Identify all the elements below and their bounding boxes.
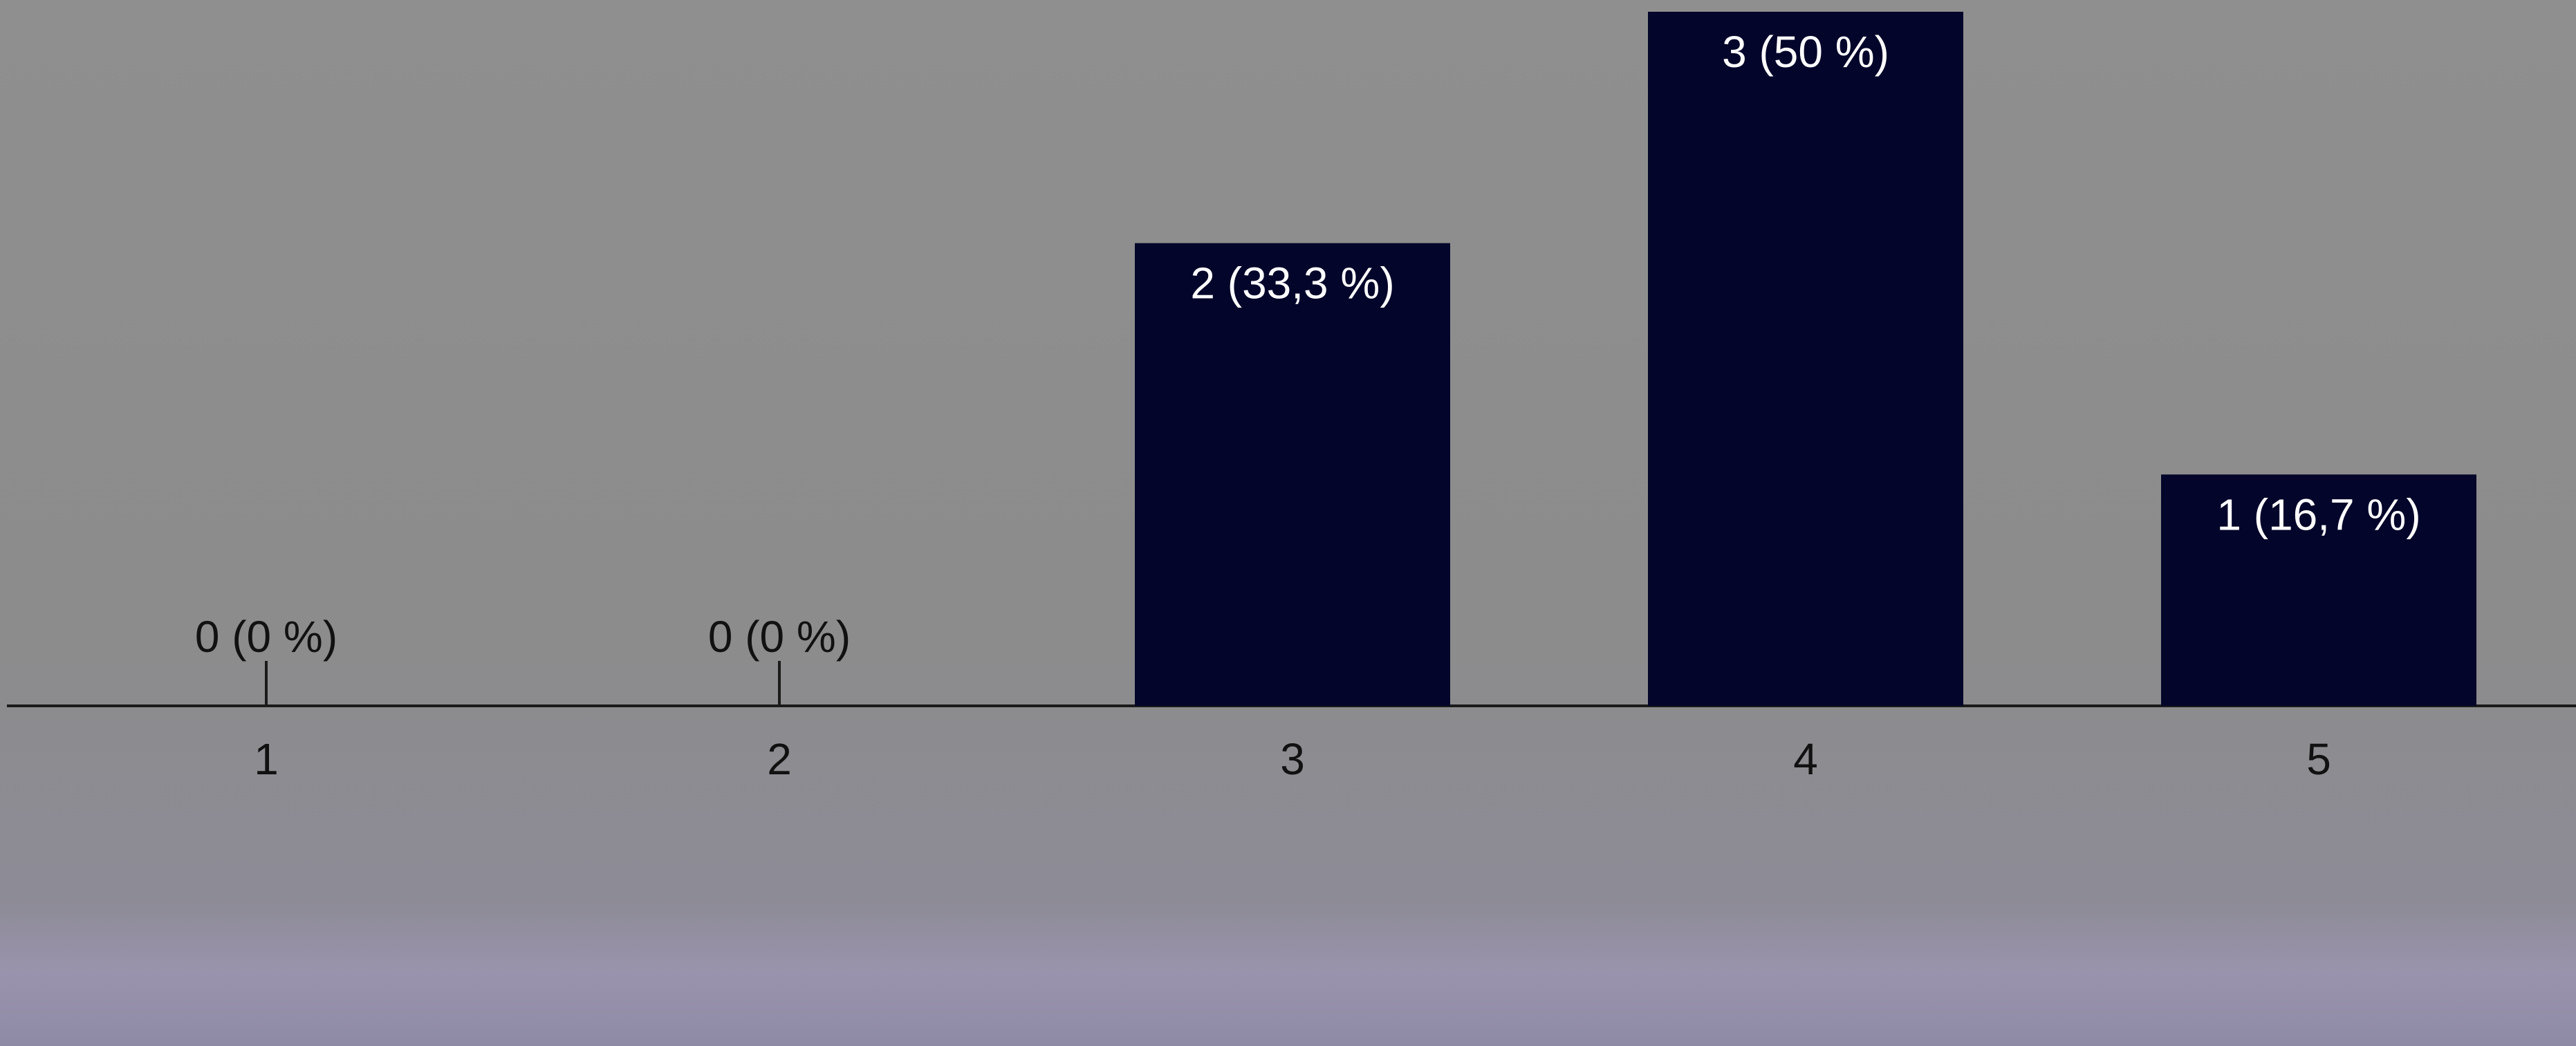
x-tick-label-5: 5 (2306, 734, 2331, 784)
bar-5 (2161, 474, 2476, 706)
x-tick-label-1: 1 (254, 734, 279, 784)
data-label-5: 1 (16,7 %) (2216, 489, 2420, 539)
bar-4 (1648, 12, 1963, 706)
bar-3 (1135, 243, 1450, 707)
data-label-4: 3 (50 %) (1722, 27, 1889, 77)
x-tick-label-3: 3 (1280, 734, 1305, 784)
data-label-2: 0 (0 %) (708, 612, 851, 662)
data-label-3: 2 (33,3 %) (1190, 259, 1394, 308)
data-label-1: 0 (0 %) (195, 612, 337, 662)
x-tick-label-4: 4 (1793, 734, 1818, 784)
x-tick-label-2: 2 (767, 734, 792, 784)
